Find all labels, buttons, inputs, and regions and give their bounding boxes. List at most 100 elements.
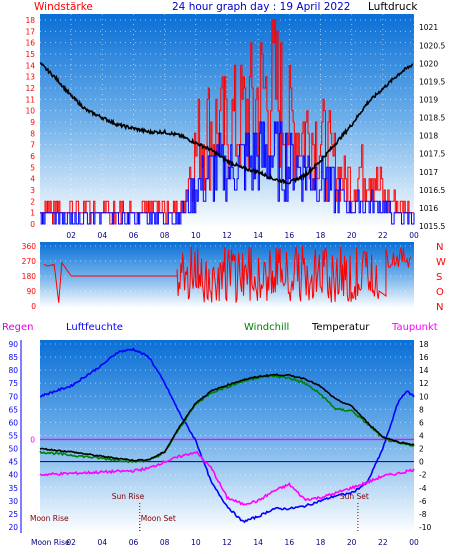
time-tick-label: 06 bbox=[129, 538, 139, 547]
temperature-series bbox=[39, 373, 415, 462]
wind-tick-label: 14 bbox=[25, 61, 35, 70]
humidity-tick-label: 85 bbox=[8, 353, 18, 362]
wind-axis-title: Windstärke bbox=[34, 1, 93, 13]
pressure-tick-label: 1017.5 bbox=[419, 150, 445, 159]
temperature-tick-label: -10 bbox=[419, 523, 431, 532]
legend-temperature: Temperatur bbox=[311, 322, 370, 333]
humidity-series bbox=[39, 347, 415, 524]
wind-tick-label: 18 bbox=[25, 16, 35, 25]
humidity-tick-label: 45 bbox=[8, 458, 18, 467]
humidity-tick-label: 70 bbox=[8, 392, 18, 401]
wind-tick-label: 6 bbox=[30, 152, 35, 161]
temperature-tick-label: 14 bbox=[419, 366, 429, 375]
temperature-tick-label: 18 bbox=[419, 340, 429, 349]
direction-tick-label: 360 bbox=[22, 242, 37, 251]
time-tick-label: 20 bbox=[347, 231, 357, 240]
time-tick-label: 04 bbox=[98, 538, 108, 547]
windchill-series bbox=[39, 374, 415, 464]
pressure-axis-title: Luftdruck bbox=[368, 1, 418, 13]
humidity-tick-label: 80 bbox=[8, 366, 18, 375]
temperature-tick-label: 10 bbox=[419, 392, 429, 401]
compass-label: O bbox=[436, 287, 444, 298]
pressure-tick-label: 1018.5 bbox=[419, 114, 445, 123]
temperature-tick-label: -8 bbox=[419, 510, 427, 519]
time-tick-label: 18 bbox=[316, 538, 326, 547]
time-tick-label: 18 bbox=[316, 231, 326, 240]
pressure-tick-label: 1020.5 bbox=[419, 41, 445, 50]
wind-tick-label: 13 bbox=[25, 73, 35, 82]
pressure-tick-label: 1021 bbox=[419, 23, 438, 32]
time-tick-label: 16 bbox=[285, 538, 295, 547]
pressure-tick-label: 1015.5 bbox=[419, 222, 445, 231]
time-tick-label: 06 bbox=[129, 231, 139, 240]
wind-tick-label: 8 bbox=[30, 129, 35, 138]
pressure-tick-label: 1018 bbox=[419, 132, 438, 141]
wind-pressure-plot: 01234567891011121314151617181015.5101610… bbox=[25, 14, 445, 240]
wind-tick-label: 9 bbox=[30, 118, 35, 127]
time-tick-label: 14 bbox=[253, 231, 263, 240]
pressure-tick-label: 1016.5 bbox=[419, 186, 445, 195]
dewpoint-series bbox=[39, 450, 415, 506]
compass-label: N bbox=[436, 302, 443, 313]
temperature-tick-label: 12 bbox=[419, 379, 429, 388]
pressure-tick-label: 1020 bbox=[419, 59, 438, 68]
time-tick-label: 02 bbox=[66, 538, 76, 547]
time-tick-label: 10 bbox=[191, 231, 201, 240]
temperature-tick-label: 0 bbox=[419, 458, 424, 467]
wind-tick-label: 10 bbox=[25, 107, 35, 116]
rain-tick-label: 0 bbox=[30, 435, 35, 444]
direction-tick-label: 0 bbox=[31, 302, 36, 311]
moon-rise-label: Moon Rise bbox=[30, 514, 69, 523]
temperature-tick-label: 16 bbox=[419, 353, 429, 362]
humidity-tick-label: 90 bbox=[8, 340, 18, 349]
wind-tick-label: 2 bbox=[30, 197, 35, 206]
legend-rain: Regen bbox=[2, 322, 34, 333]
direction-tick-label: 270 bbox=[22, 257, 37, 266]
humidity-tick-label: 60 bbox=[8, 418, 18, 427]
wind-tick-label: 16 bbox=[25, 39, 35, 48]
wind-tick-label: 0 bbox=[30, 220, 35, 229]
wind-tick-label: 1 bbox=[30, 209, 35, 218]
time-tick-label: 04 bbox=[98, 231, 108, 240]
time-tick-label: 20 bbox=[347, 538, 357, 547]
time-tick-label: 02 bbox=[66, 231, 76, 240]
wind-tick-label: 7 bbox=[30, 141, 35, 150]
pressure-tick-label: 1017 bbox=[419, 168, 438, 177]
graph-title: 24 hour graph day : 19 April 2022 bbox=[172, 1, 350, 13]
humidity-tick-label: 75 bbox=[8, 379, 18, 388]
compass-label: W bbox=[436, 257, 446, 268]
direction-tick-label: 180 bbox=[22, 272, 37, 281]
temperature-humidity-plot: -10-8-6-4-202468101214161820253035404550… bbox=[8, 340, 431, 547]
temperature-tick-label: 8 bbox=[419, 405, 424, 414]
pressure-tick-label: 1019.5 bbox=[419, 77, 445, 86]
time-tick-label: 10 bbox=[191, 538, 201, 547]
humidity-tick-label: 20 bbox=[8, 523, 18, 532]
humidity-tick-label: 25 bbox=[8, 510, 18, 519]
temperature-tick-label: 4 bbox=[419, 432, 424, 441]
temperature-tick-label: -2 bbox=[419, 471, 427, 480]
wind-direction-series bbox=[43, 246, 412, 303]
temperature-tick-label: 2 bbox=[419, 445, 424, 454]
humidity-tick-label: 30 bbox=[8, 497, 18, 506]
wind-tick-label: 5 bbox=[30, 163, 35, 172]
wind-tick-label: 17 bbox=[25, 27, 35, 36]
time-tick-label: 12 bbox=[222, 231, 232, 240]
humidity-tick-label: 55 bbox=[8, 432, 18, 441]
pressure-series bbox=[39, 62, 414, 185]
humidity-tick-label: 35 bbox=[8, 484, 18, 493]
sun-set-label: Sun Set bbox=[340, 492, 369, 501]
wind-tick-label: 4 bbox=[30, 175, 35, 184]
time-tick-label: 00 bbox=[409, 538, 419, 547]
time-tick-label: 08 bbox=[160, 538, 170, 547]
time-tick-label: 14 bbox=[253, 538, 263, 547]
legend-dewpoint: Taupunkt bbox=[391, 322, 438, 333]
compass-label: N bbox=[436, 242, 443, 253]
pressure-tick-label: 1019 bbox=[419, 96, 438, 105]
time-tick-label: Moon Rise bbox=[31, 538, 70, 547]
humidity-tick-label: 40 bbox=[8, 471, 18, 480]
temperature-humidity-panel bbox=[40, 340, 414, 533]
legend-humidity: Luftfeuchte bbox=[66, 322, 123, 333]
pressure-tick-label: 1016 bbox=[419, 204, 438, 213]
